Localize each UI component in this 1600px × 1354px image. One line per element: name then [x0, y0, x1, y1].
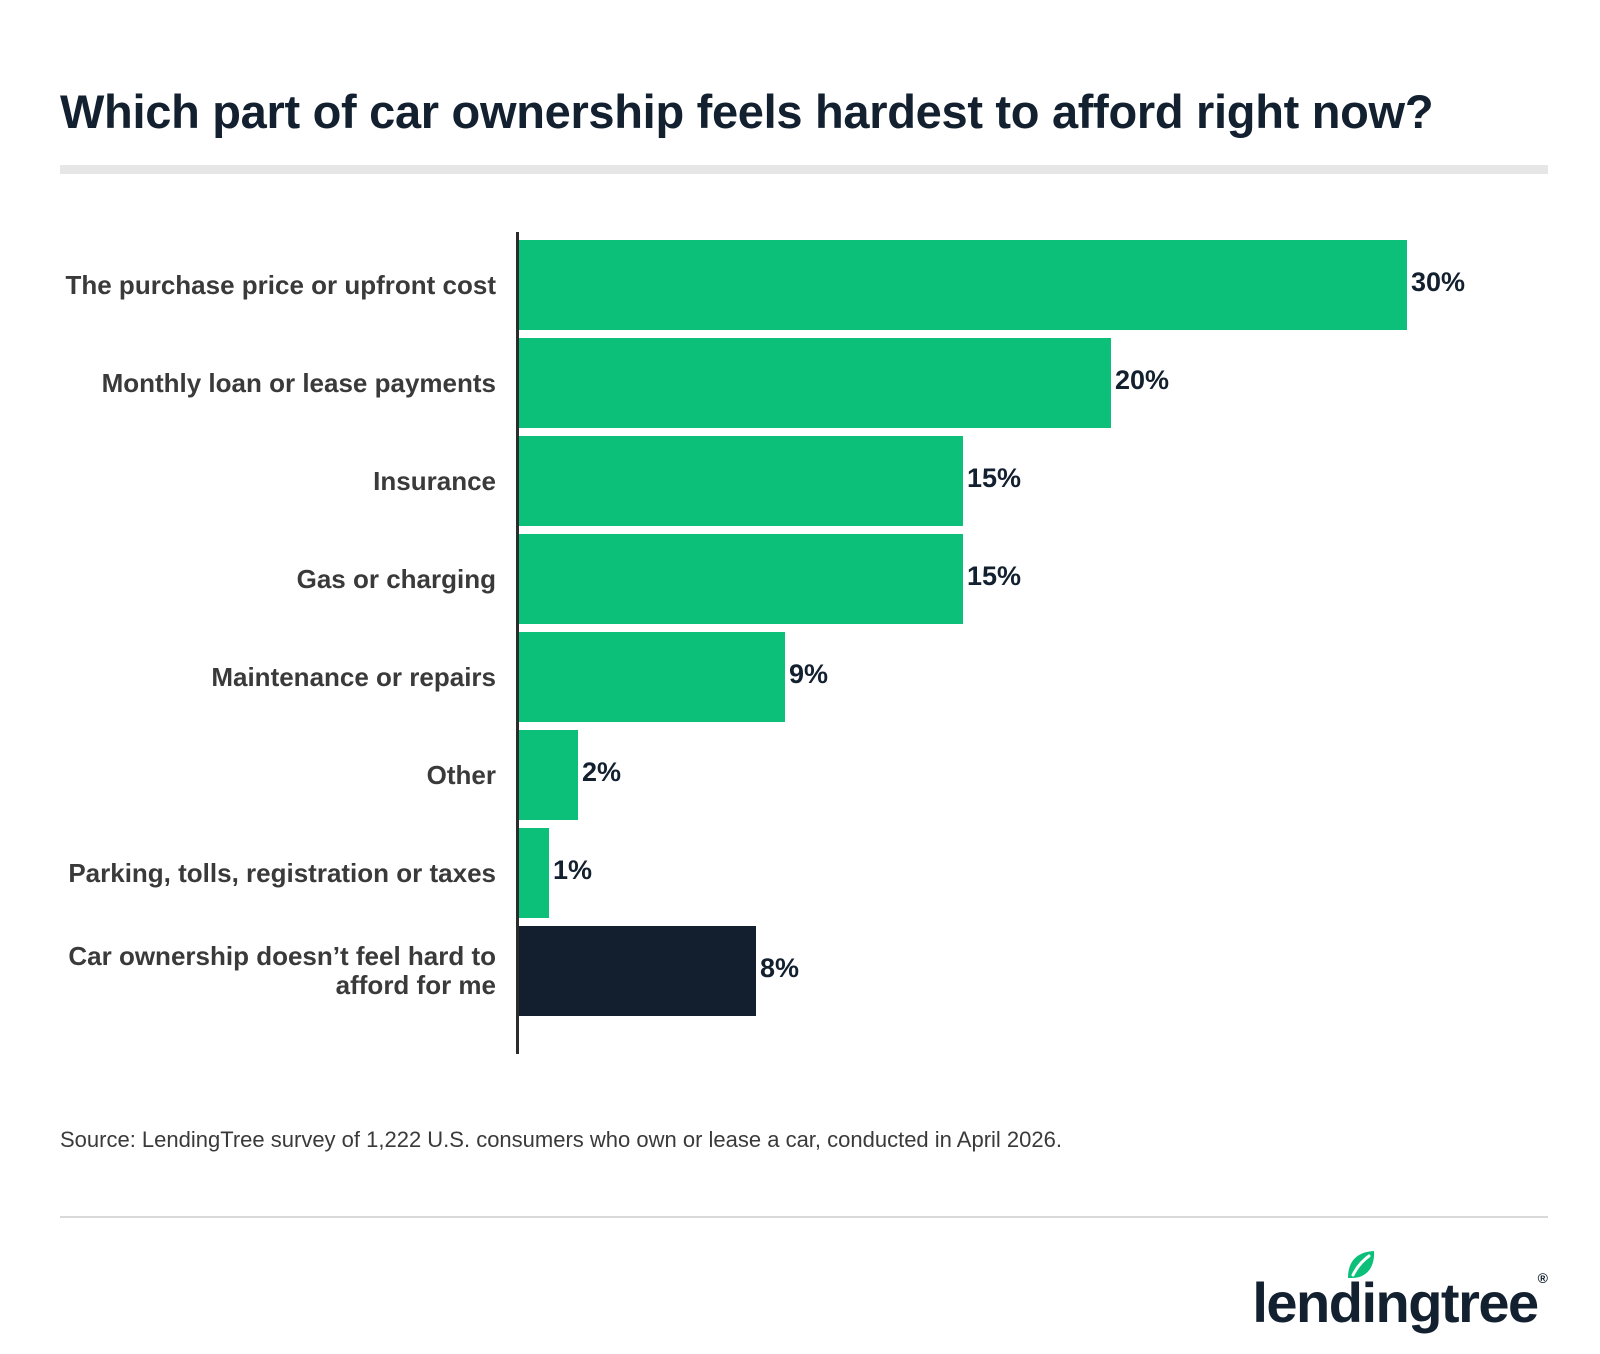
category-label: The purchase price or upfront cost: [65, 269, 496, 300]
logo-wordmark: lendingtree®: [1252, 1270, 1548, 1335]
bar: [519, 632, 785, 722]
category-label: Gas or charging: [296, 563, 496, 594]
data-label: 8%: [760, 953, 800, 983]
footer-divider: [60, 1216, 1548, 1218]
bar: [519, 926, 756, 1016]
title-divider: [60, 165, 1548, 174]
bar: [519, 730, 578, 820]
data-label: 30%: [1411, 267, 1466, 297]
category-label: Monthly loan or lease payments: [101, 367, 496, 398]
bar: [519, 828, 549, 918]
category-label: Maintenance or repairs: [211, 661, 496, 692]
category-label: Other: [426, 759, 496, 790]
category-label: Insurance: [373, 465, 496, 496]
bar: [519, 240, 1407, 330]
chart-title: Which part of car ownership feels hardes…: [60, 85, 1434, 138]
bar-chart: The purchase price or upfront cost 30% Mon…: [0, 230, 1600, 1060]
category-label: Parking, tolls, registration or taxes: [68, 857, 496, 888]
data-label: 15%: [967, 463, 1022, 493]
bar: [519, 436, 963, 526]
data-label: 20%: [1115, 365, 1170, 395]
data-label: 2%: [582, 757, 622, 787]
bar: [519, 338, 1111, 428]
lendingtree-logo: lendingtree®: [1248, 1248, 1548, 1338]
y-axis-line: [516, 232, 519, 1054]
data-label: 9%: [789, 659, 829, 689]
leaf-icon: [1348, 1251, 1375, 1278]
data-label: 15%: [967, 561, 1022, 591]
bar: [519, 534, 963, 624]
logo-registered-mark: ®: [1537, 1270, 1548, 1286]
logo-text: lendingtree: [1252, 1271, 1539, 1334]
source-note: Source: LendingTree survey of 1,222 U.S.…: [60, 1127, 1062, 1152]
category-label: Car ownership doesn’t feel hard to affor…: [68, 941, 496, 1000]
data-label: 1%: [553, 855, 593, 885]
